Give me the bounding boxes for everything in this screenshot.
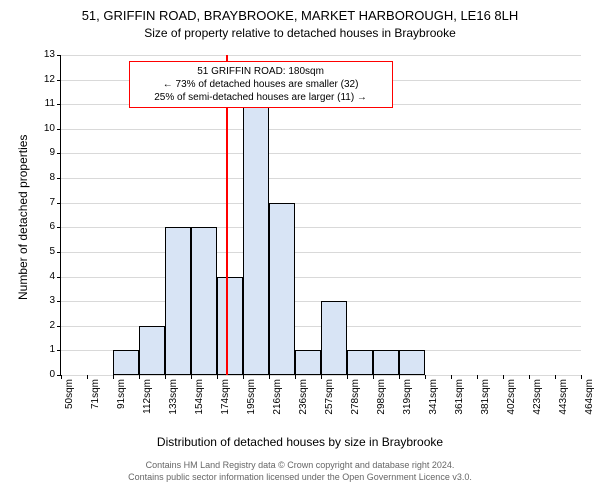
xtick-mark: [477, 375, 478, 379]
histogram-bar: [347, 350, 373, 375]
ytick-label: 0: [49, 370, 61, 380]
legend-box: 51 GRIFFIN ROAD: 180sqm← 73% of detached…: [129, 61, 393, 108]
histogram-bar: [165, 227, 191, 375]
xtick-label: 216sqm: [272, 379, 283, 415]
gridline: [61, 153, 581, 154]
x-axis-label: Distribution of detached houses by size …: [0, 435, 600, 449]
xtick-mark: [321, 375, 322, 379]
ytick-label: 5: [49, 247, 61, 257]
ytick-label: 3: [49, 296, 61, 306]
ytick-label: 4: [49, 272, 61, 282]
ytick-label: 10: [44, 124, 61, 134]
gridline: [61, 227, 581, 228]
ytick-label: 6: [49, 222, 61, 232]
gridline: [61, 55, 581, 56]
histogram-bar: [269, 203, 295, 375]
xtick-mark: [217, 375, 218, 379]
xtick-label: 443sqm: [558, 379, 569, 415]
xtick-label: 257sqm: [324, 379, 335, 415]
xtick-mark: [165, 375, 166, 379]
ytick-label: 8: [49, 173, 61, 183]
footer-line-2: Contains public sector information licen…: [0, 472, 600, 482]
xtick-label: 278sqm: [350, 379, 361, 415]
xtick-mark: [581, 375, 582, 379]
ytick-label: 13: [44, 50, 61, 60]
xtick-mark: [451, 375, 452, 379]
xtick-label: 464sqm: [584, 379, 595, 415]
xtick-mark: [399, 375, 400, 379]
legend-line: 51 GRIFFIN ROAD: 180sqm: [136, 65, 386, 78]
xtick-mark: [243, 375, 244, 379]
histogram-bar: [113, 350, 139, 375]
xtick-mark: [113, 375, 114, 379]
xtick-label: 319sqm: [402, 379, 413, 415]
histogram-bar: [243, 104, 269, 375]
gridline: [61, 178, 581, 179]
xtick-mark: [191, 375, 192, 379]
xtick-mark: [529, 375, 530, 379]
footer-line-1: Contains HM Land Registry data © Crown c…: [0, 460, 600, 470]
xtick-mark: [425, 375, 426, 379]
xtick-mark: [503, 375, 504, 379]
xtick-label: 423sqm: [532, 379, 543, 415]
xtick-mark: [269, 375, 270, 379]
legend-line: 25% of semi-detached houses are larger (…: [136, 91, 386, 104]
histogram-bar: [191, 227, 217, 375]
xtick-label: 112sqm: [142, 379, 153, 414]
xtick-label: 133sqm: [168, 379, 179, 415]
chart-plot-area: 01234567891011121350sqm71sqm91sqm112sqm1…: [60, 55, 581, 376]
gridline: [61, 129, 581, 130]
ytick-label: 1: [49, 345, 61, 355]
histogram-bar: [373, 350, 399, 375]
legend-line: ← 73% of detached houses are smaller (32…: [136, 78, 386, 91]
ytick-label: 2: [49, 321, 61, 331]
xtick-label: 71sqm: [90, 379, 101, 409]
xtick-label: 298sqm: [376, 379, 387, 415]
histogram-bar: [217, 277, 243, 375]
histogram-bar: [399, 350, 425, 375]
subtitle: Size of property relative to detached ho…: [0, 26, 600, 40]
xtick-mark: [61, 375, 62, 379]
histogram-bar: [321, 301, 347, 375]
xtick-label: 91sqm: [116, 379, 127, 409]
page-title: 51, GRIFFIN ROAD, BRAYBROOKE, MARKET HAR…: [0, 8, 600, 23]
xtick-mark: [139, 375, 140, 379]
xtick-label: 402sqm: [506, 379, 517, 415]
xtick-mark: [373, 375, 374, 379]
ytick-label: 9: [49, 148, 61, 158]
ytick-label: 7: [49, 198, 61, 208]
xtick-label: 154sqm: [194, 379, 205, 415]
gridline: [61, 277, 581, 278]
xtick-label: 195sqm: [246, 379, 257, 415]
gridline: [61, 252, 581, 253]
histogram-bar: [295, 350, 321, 375]
xtick-label: 174sqm: [220, 379, 231, 415]
histogram-bar: [139, 326, 165, 375]
gridline: [61, 203, 581, 204]
xtick-label: 341sqm: [428, 379, 439, 415]
xtick-label: 381sqm: [480, 379, 491, 415]
xtick-mark: [295, 375, 296, 379]
xtick-mark: [87, 375, 88, 379]
xtick-mark: [555, 375, 556, 379]
xtick-label: 236sqm: [298, 379, 309, 415]
ytick-label: 11: [45, 99, 61, 109]
ytick-label: 12: [44, 75, 61, 85]
xtick-mark: [347, 375, 348, 379]
xtick-label: 361sqm: [454, 379, 465, 415]
xtick-label: 50sqm: [64, 379, 75, 409]
y-axis-label: Number of detached properties: [16, 135, 30, 300]
